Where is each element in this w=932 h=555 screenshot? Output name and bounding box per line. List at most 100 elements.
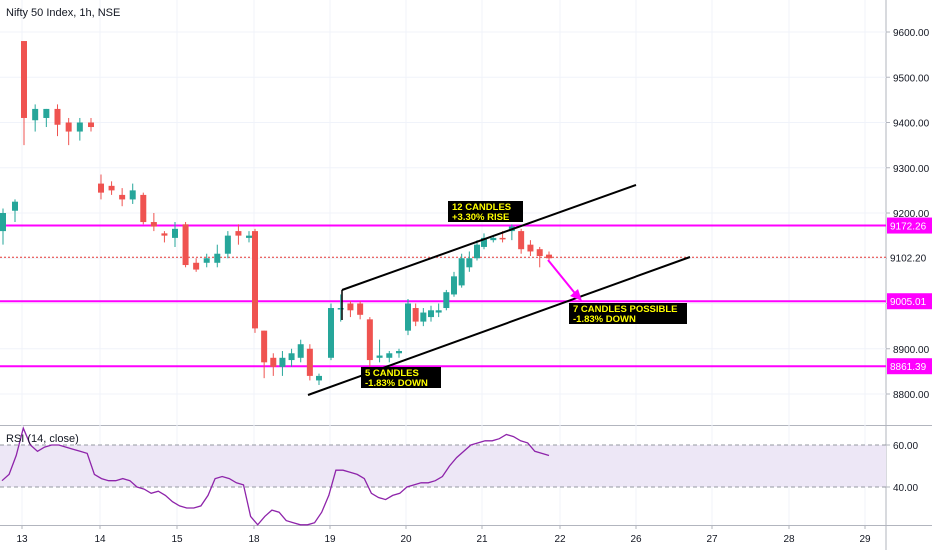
candle[interactable] — [435, 303, 442, 318]
candle[interactable] — [65, 117, 72, 146]
candle[interactable] — [224, 231, 231, 259]
time-tick-label: 27 — [706, 534, 718, 545]
candle-body — [443, 292, 450, 309]
candle[interactable] — [172, 222, 178, 247]
projection-arrow[interactable] — [547, 259, 582, 301]
candle-body — [527, 244, 534, 252]
time-tick-label: 18 — [248, 534, 260, 545]
candle-body — [366, 319, 373, 361]
candle-body — [193, 262, 200, 270]
candle-body — [12, 201, 18, 211]
time-tick-label: 21 — [476, 534, 488, 545]
candle[interactable] — [357, 301, 364, 320]
candle[interactable] — [546, 251, 552, 261]
candle[interactable] — [527, 240, 534, 256]
candle[interactable] — [119, 188, 126, 207]
price-levels — [0, 224, 886, 368]
candle-body — [451, 276, 457, 295]
candle[interactable] — [396, 348, 402, 358]
candle[interactable] — [43, 108, 50, 128]
candle[interactable] — [12, 199, 18, 223]
candle[interactable] — [140, 192, 147, 225]
rsi-line[interactable] — [1, 426, 550, 526]
time-tick-label: 26 — [630, 534, 642, 545]
candle-body — [108, 185, 115, 191]
time-axis[interactable]: 13 14 15 18 19 20 21 22 26 27 28 29 — [16, 525, 871, 545]
candle[interactable] — [32, 104, 39, 132]
candle[interactable] — [21, 41, 27, 146]
candle[interactable] — [252, 228, 258, 333]
level-tag-label: 8861.39 — [890, 362, 927, 373]
candle[interactable] — [428, 305, 434, 322]
candle-body — [261, 330, 268, 363]
candle-body — [65, 122, 72, 132]
candle[interactable] — [451, 271, 457, 297]
candle[interactable] — [366, 317, 373, 367]
candle[interactable] — [405, 298, 411, 336]
candle[interactable] — [347, 301, 354, 318]
rsi-axis[interactable]: 60.00 40.00 — [886, 441, 918, 494]
candle-body — [279, 357, 286, 367]
candle[interactable] — [316, 373, 322, 385]
rsi-tick-label: 60.00 — [893, 441, 918, 452]
candle[interactable] — [88, 117, 94, 132]
candle[interactable] — [328, 303, 334, 361]
candle[interactable] — [481, 233, 487, 250]
candle-body — [224, 235, 231, 254]
annotation-12-candles[interactable]: 12 CANDLES +3.30% RISE — [448, 201, 523, 223]
candle[interactable] — [297, 339, 304, 363]
annotation-box — [361, 367, 441, 388]
annotation-box — [448, 201, 523, 222]
candle[interactable] — [270, 353, 277, 376]
price-axis[interactable]: 9600.009500.009400.009300.009200.009100.… — [886, 28, 930, 401]
candle[interactable] — [129, 183, 136, 204]
candle[interactable] — [337, 294, 344, 322]
candle[interactable] — [466, 251, 473, 272]
candle[interactable] — [536, 246, 543, 268]
candle[interactable] — [246, 231, 252, 243]
candle[interactable] — [376, 339, 383, 363]
annotation-line-1: 7 CANDLES POSSIBLE — [573, 304, 678, 315]
candle-body — [246, 235, 252, 238]
candle[interactable] — [279, 351, 286, 376]
candle[interactable] — [98, 174, 104, 200]
candle[interactable] — [386, 351, 393, 363]
candle-body — [347, 303, 354, 311]
candle[interactable] — [420, 308, 427, 327]
annotation-5-candles[interactable]: 5 CANDLES -1.83% DOWN — [361, 367, 441, 389]
level-tag-label: 9005.01 — [890, 297, 927, 308]
candle-body — [76, 122, 83, 132]
candle[interactable] — [182, 222, 189, 268]
candle[interactable] — [261, 330, 268, 379]
candle[interactable] — [193, 258, 200, 272]
candle-body — [88, 122, 94, 128]
candle[interactable] — [443, 289, 450, 311]
candle[interactable] — [214, 244, 221, 268]
candle[interactable] — [458, 253, 465, 288]
candle[interactable] — [306, 344, 313, 381]
candle-body — [129, 190, 136, 200]
candle-body — [357, 303, 364, 315]
candle-body — [376, 355, 383, 358]
candle-body — [420, 312, 427, 322]
candle[interactable] — [412, 303, 419, 327]
candle[interactable] — [161, 231, 168, 243]
candle[interactable] — [235, 224, 242, 245]
candle[interactable] — [474, 240, 480, 261]
price-tick-label: 9300.00 — [893, 164, 930, 175]
channel-upper-line[interactable] — [341, 184, 637, 291]
candle[interactable] — [108, 181, 115, 195]
candle[interactable] — [150, 213, 157, 232]
candle[interactable] — [518, 228, 525, 254]
annotation-7-candles[interactable]: 7 CANDLES POSSIBLE -1.83% DOWN — [569, 303, 687, 325]
chart-title: Nifty 50 Index, 1h, NSE — [6, 7, 120, 19]
level-tag-label: 9102.20 — [890, 253, 927, 264]
candle-body — [32, 108, 39, 121]
candle[interactable] — [203, 253, 210, 268]
candle[interactable] — [76, 117, 83, 141]
candle-body — [270, 357, 277, 367]
candle[interactable] — [288, 348, 295, 367]
candle[interactable] — [54, 104, 61, 137]
candle[interactable] — [0, 208, 6, 245]
